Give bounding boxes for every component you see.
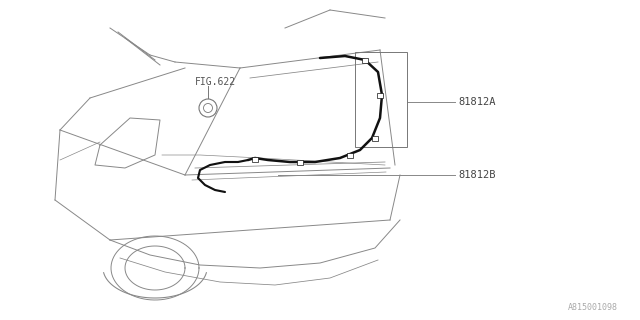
Bar: [297, 159, 303, 164]
Bar: [372, 135, 378, 140]
Text: A815001098: A815001098: [568, 303, 618, 312]
Bar: [347, 153, 353, 157]
Bar: [355, 52, 407, 147]
Text: 81812B: 81812B: [458, 170, 495, 180]
Bar: [377, 92, 383, 98]
Bar: [362, 58, 368, 62]
Bar: [252, 156, 258, 162]
Text: 81812A: 81812A: [458, 97, 495, 107]
Text: FIG.622: FIG.622: [195, 77, 236, 87]
